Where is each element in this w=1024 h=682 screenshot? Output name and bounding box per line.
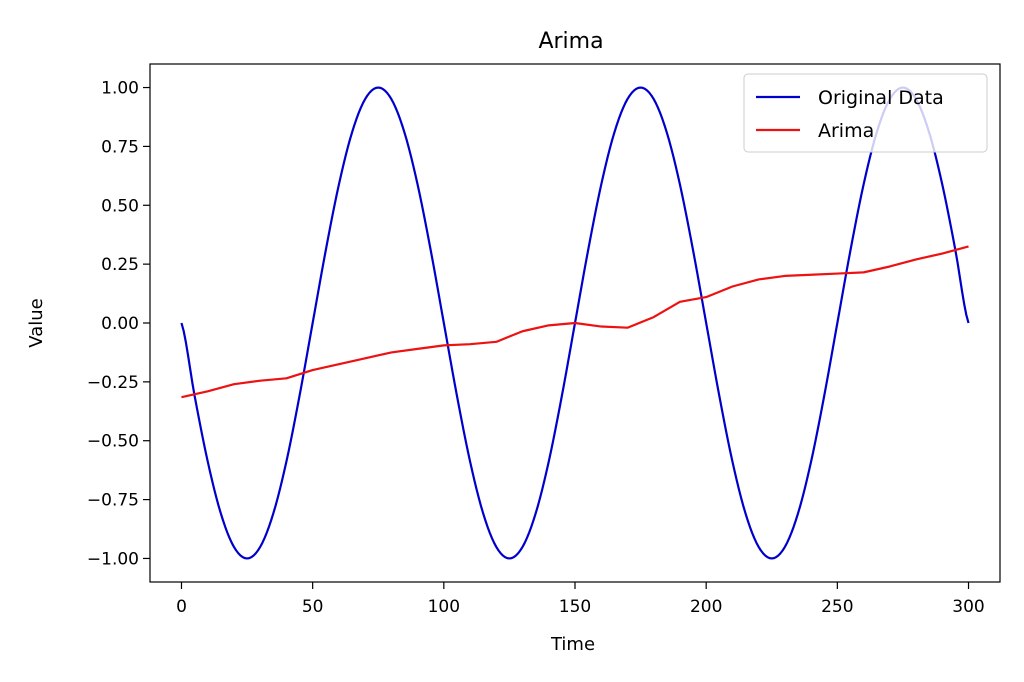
y-axis-label: Value — [26, 298, 47, 347]
y-tick-label: −0.75 — [87, 491, 139, 511]
y-axis: 1.00 0.75 0.50 0.25 0.00 −0.25 −0.50 −0.75 −1.00 — [87, 79, 150, 569]
x-tick-label: 200 — [690, 597, 722, 617]
legend: Original Data Arima — [743, 73, 988, 153]
y-tick-label: −0.25 — [87, 373, 139, 393]
x-tick-label: 0 — [176, 597, 187, 617]
y-tick-label: 1.00 — [101, 79, 139, 99]
y-tick-label: −0.50 — [87, 432, 139, 452]
legend-box — [743, 73, 988, 153]
y-tick-label: −1.00 — [87, 549, 139, 569]
y-tick-label: 0.50 — [101, 196, 139, 216]
series-line-arima — [181, 245, 969, 399]
chart-title: Arima — [538, 29, 603, 54]
x-tick-label: 50 — [302, 597, 324, 617]
x-tick-label: 250 — [821, 597, 853, 617]
legend-label: Arima — [818, 120, 874, 142]
x-tick-label: 100 — [428, 597, 460, 617]
x-axis: 0 50 100 150 200 250 300 — [176, 582, 985, 617]
y-tick-label: 0.00 — [101, 314, 139, 334]
x-tick-label: 150 — [559, 597, 591, 617]
x-tick-label: 300 — [952, 597, 984, 617]
y-tick-label: 0.25 — [101, 255, 139, 275]
y-tick-label: 0.75 — [101, 137, 139, 157]
legend-label: Original Data — [818, 87, 944, 109]
x-axis-label: Time — [550, 634, 595, 655]
